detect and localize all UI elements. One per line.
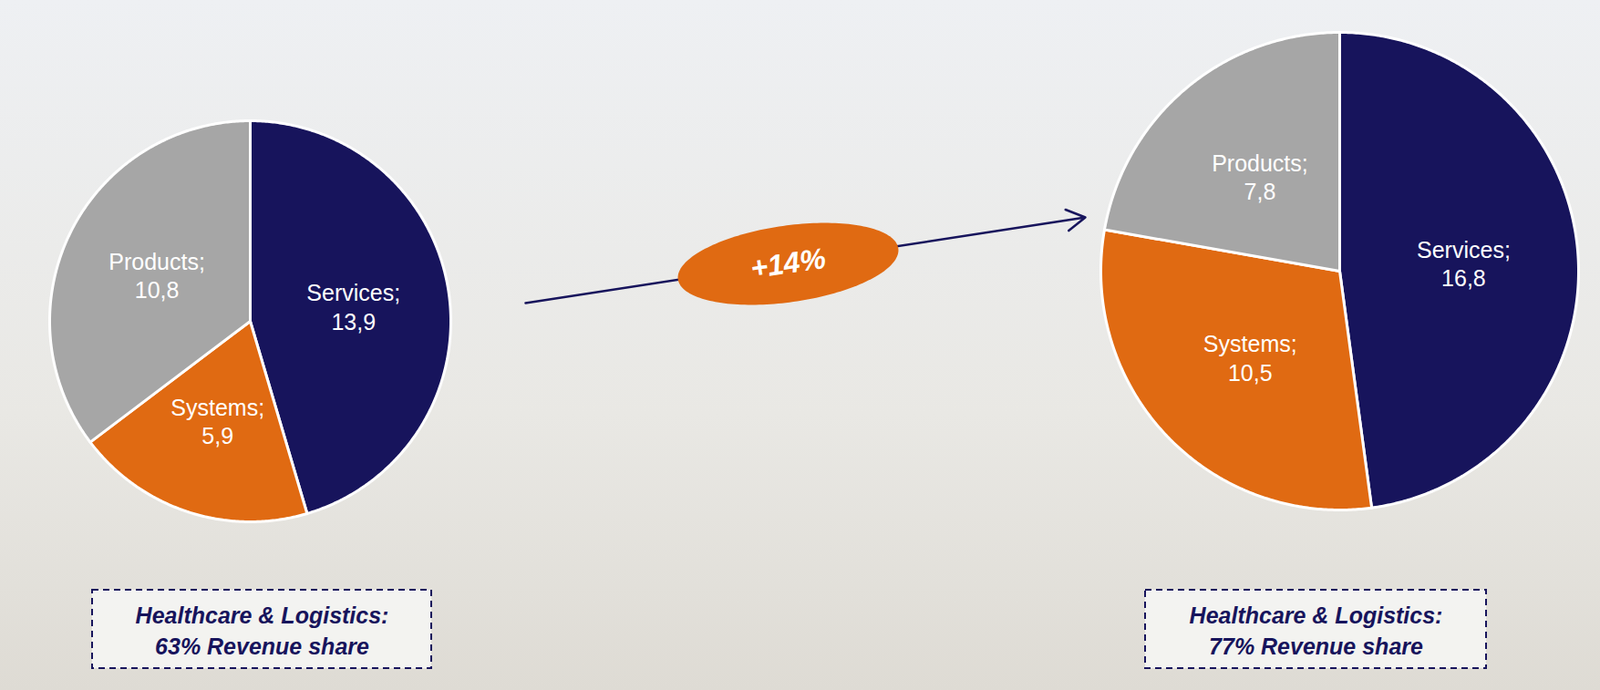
svg-text:Services;13,9: Services;13,9 — [306, 279, 401, 334]
svg-text:Products;7,8: Products;7,8 — [1211, 150, 1309, 205]
svg-text:Systems;5,9: Systems;5,9 — [170, 394, 265, 449]
svg-text:Healthcare & Logistics:63% Rev: Healthcare & Logistics:63% Revenue share — [135, 602, 390, 660]
svg-text:+14%: +14% — [748, 241, 828, 285]
svg-text:Healthcare & Logistics:77% Rev: Healthcare & Logistics:77% Revenue share — [1189, 602, 1444, 660]
svg-text:Products;10,8: Products;10,8 — [108, 248, 206, 303]
svg-text:Services;16,8: Services;16,8 — [1416, 237, 1511, 291]
svg-text:Systems;10,5: Systems;10,5 — [1203, 330, 1298, 385]
